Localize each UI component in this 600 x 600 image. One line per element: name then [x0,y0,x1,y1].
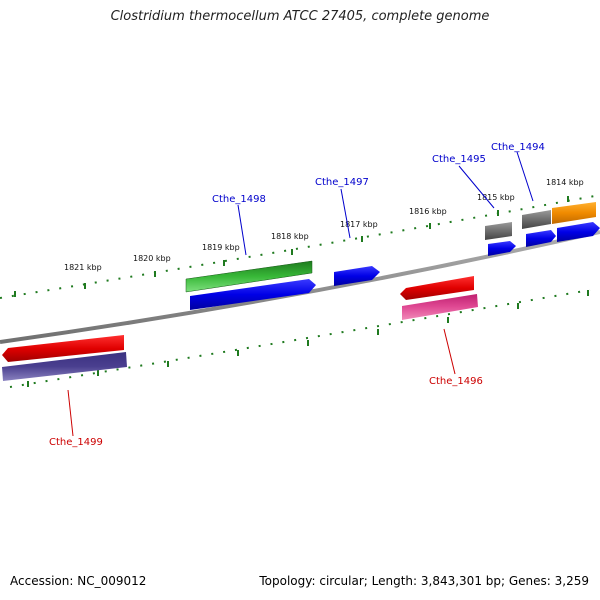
cds-cthe-1499[interactable] [2,352,127,381]
kbp-label-1815: 1815 kbp [477,193,515,202]
kbp-label-1817: 1817 kbp [340,220,378,229]
label-cthe-1497[interactable]: Cthe_1497 [315,177,369,188]
gene-cthe-1496[interactable] [400,276,474,300]
gene-cthe-1499[interactable] [2,335,124,362]
cds-cthe-1495[interactable] [488,241,516,256]
kbp-label-1820: 1820 kbp [133,254,171,263]
kbp-label-1816: 1816 kbp [409,207,447,216]
label-cthe-1496[interactable]: Cthe_1496 [429,376,483,387]
label-cthe-1498[interactable]: Cthe_1498 [212,194,266,205]
kbp-label-1818: 1818 kbp [271,232,309,241]
cds-cthe-1498[interactable] [190,279,316,310]
cds-blue-edge[interactable] [557,222,600,242]
gene-cthe-1494[interactable] [522,210,551,229]
lower-major-ticks [27,290,589,387]
label-cthe-1495[interactable]: Cthe_1495 [432,154,486,165]
label-cthe-1499[interactable]: Cthe_1499 [49,437,103,448]
kbp-label-1814: 1814 kbp [546,178,584,187]
cds-cthe-1494[interactable] [526,230,556,247]
map-title: Clostridium thermocellum ATCC 27405, com… [110,9,490,24]
kbp-label-1819: 1819 kbp [202,243,240,252]
cds-cthe-1496[interactable] [402,294,478,320]
gene-orange-edge[interactable] [552,202,596,224]
leader-lines [67,151,534,437]
cds-cthe-1497[interactable] [334,266,380,286]
gene-cthe-1495[interactable] [485,222,512,240]
kbp-label-1821: 1821 kbp [64,263,102,272]
lower-tick-ring [9,289,591,388]
upper-major-ticks [14,196,569,297]
accession-text: Accession: NC_009012 [10,574,147,588]
label-cthe-1494[interactable]: Cthe_1494 [491,142,545,153]
gene-cthe-1498[interactable] [185,260,313,293]
topology-text: Topology: circular; Length: 3,843,301 bp… [259,574,589,588]
